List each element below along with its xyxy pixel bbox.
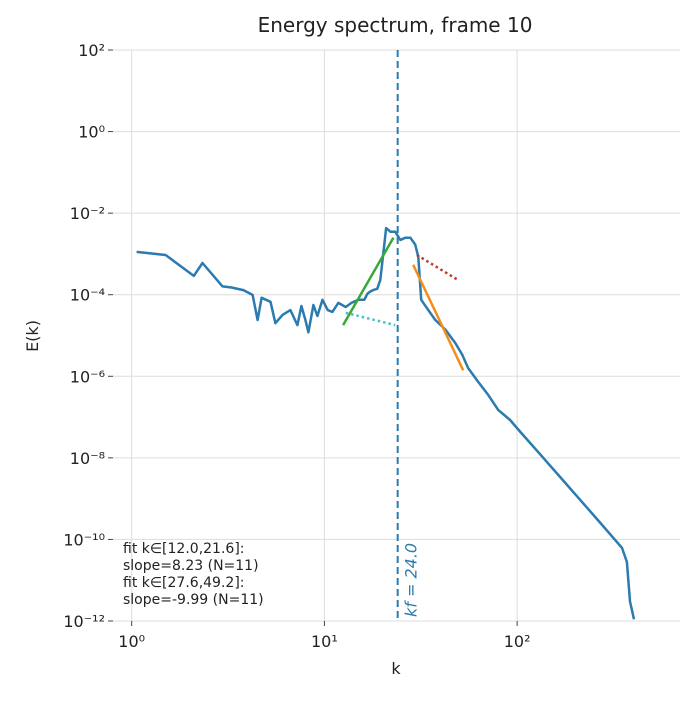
data-line — [416, 253, 459, 282]
y-tick-label: 10⁻⁸ — [70, 449, 105, 468]
y-axis-label: E(k) — [23, 320, 42, 352]
y-tick-label: 10² — [78, 41, 105, 60]
y-tick-label: 10⁻⁶ — [70, 367, 105, 386]
y-tick-label: 10⁻⁴ — [70, 286, 105, 305]
annotation: fit k∈[27.6,49.2]: — [123, 575, 245, 591]
y-tick-label: 10⁻² — [70, 204, 105, 223]
x-axis-label: k — [391, 659, 401, 678]
y-tick-label: 10⁻¹⁰ — [63, 530, 105, 549]
annotation: slope=-9.99 (N=11) — [123, 592, 264, 608]
y-tick-label: 10⁻¹² — [63, 612, 105, 631]
y-tick-label: 10⁰ — [78, 123, 105, 142]
x-tick-label: 10¹ — [311, 632, 338, 651]
data-line — [345, 311, 396, 327]
x-tick-label: 10⁰ — [118, 632, 145, 651]
chart-title: Energy spectrum, frame 10 — [258, 13, 533, 37]
data-line — [412, 264, 465, 371]
data-line — [342, 237, 395, 326]
reference-label: kf = 24.0 — [402, 543, 421, 617]
x-tick-label: 10² — [504, 632, 531, 651]
annotation: slope=8.23 (N=11) — [123, 558, 259, 574]
data-line — [136, 226, 636, 620]
annotation: fit k∈[12.0,21.6]: — [123, 541, 245, 557]
